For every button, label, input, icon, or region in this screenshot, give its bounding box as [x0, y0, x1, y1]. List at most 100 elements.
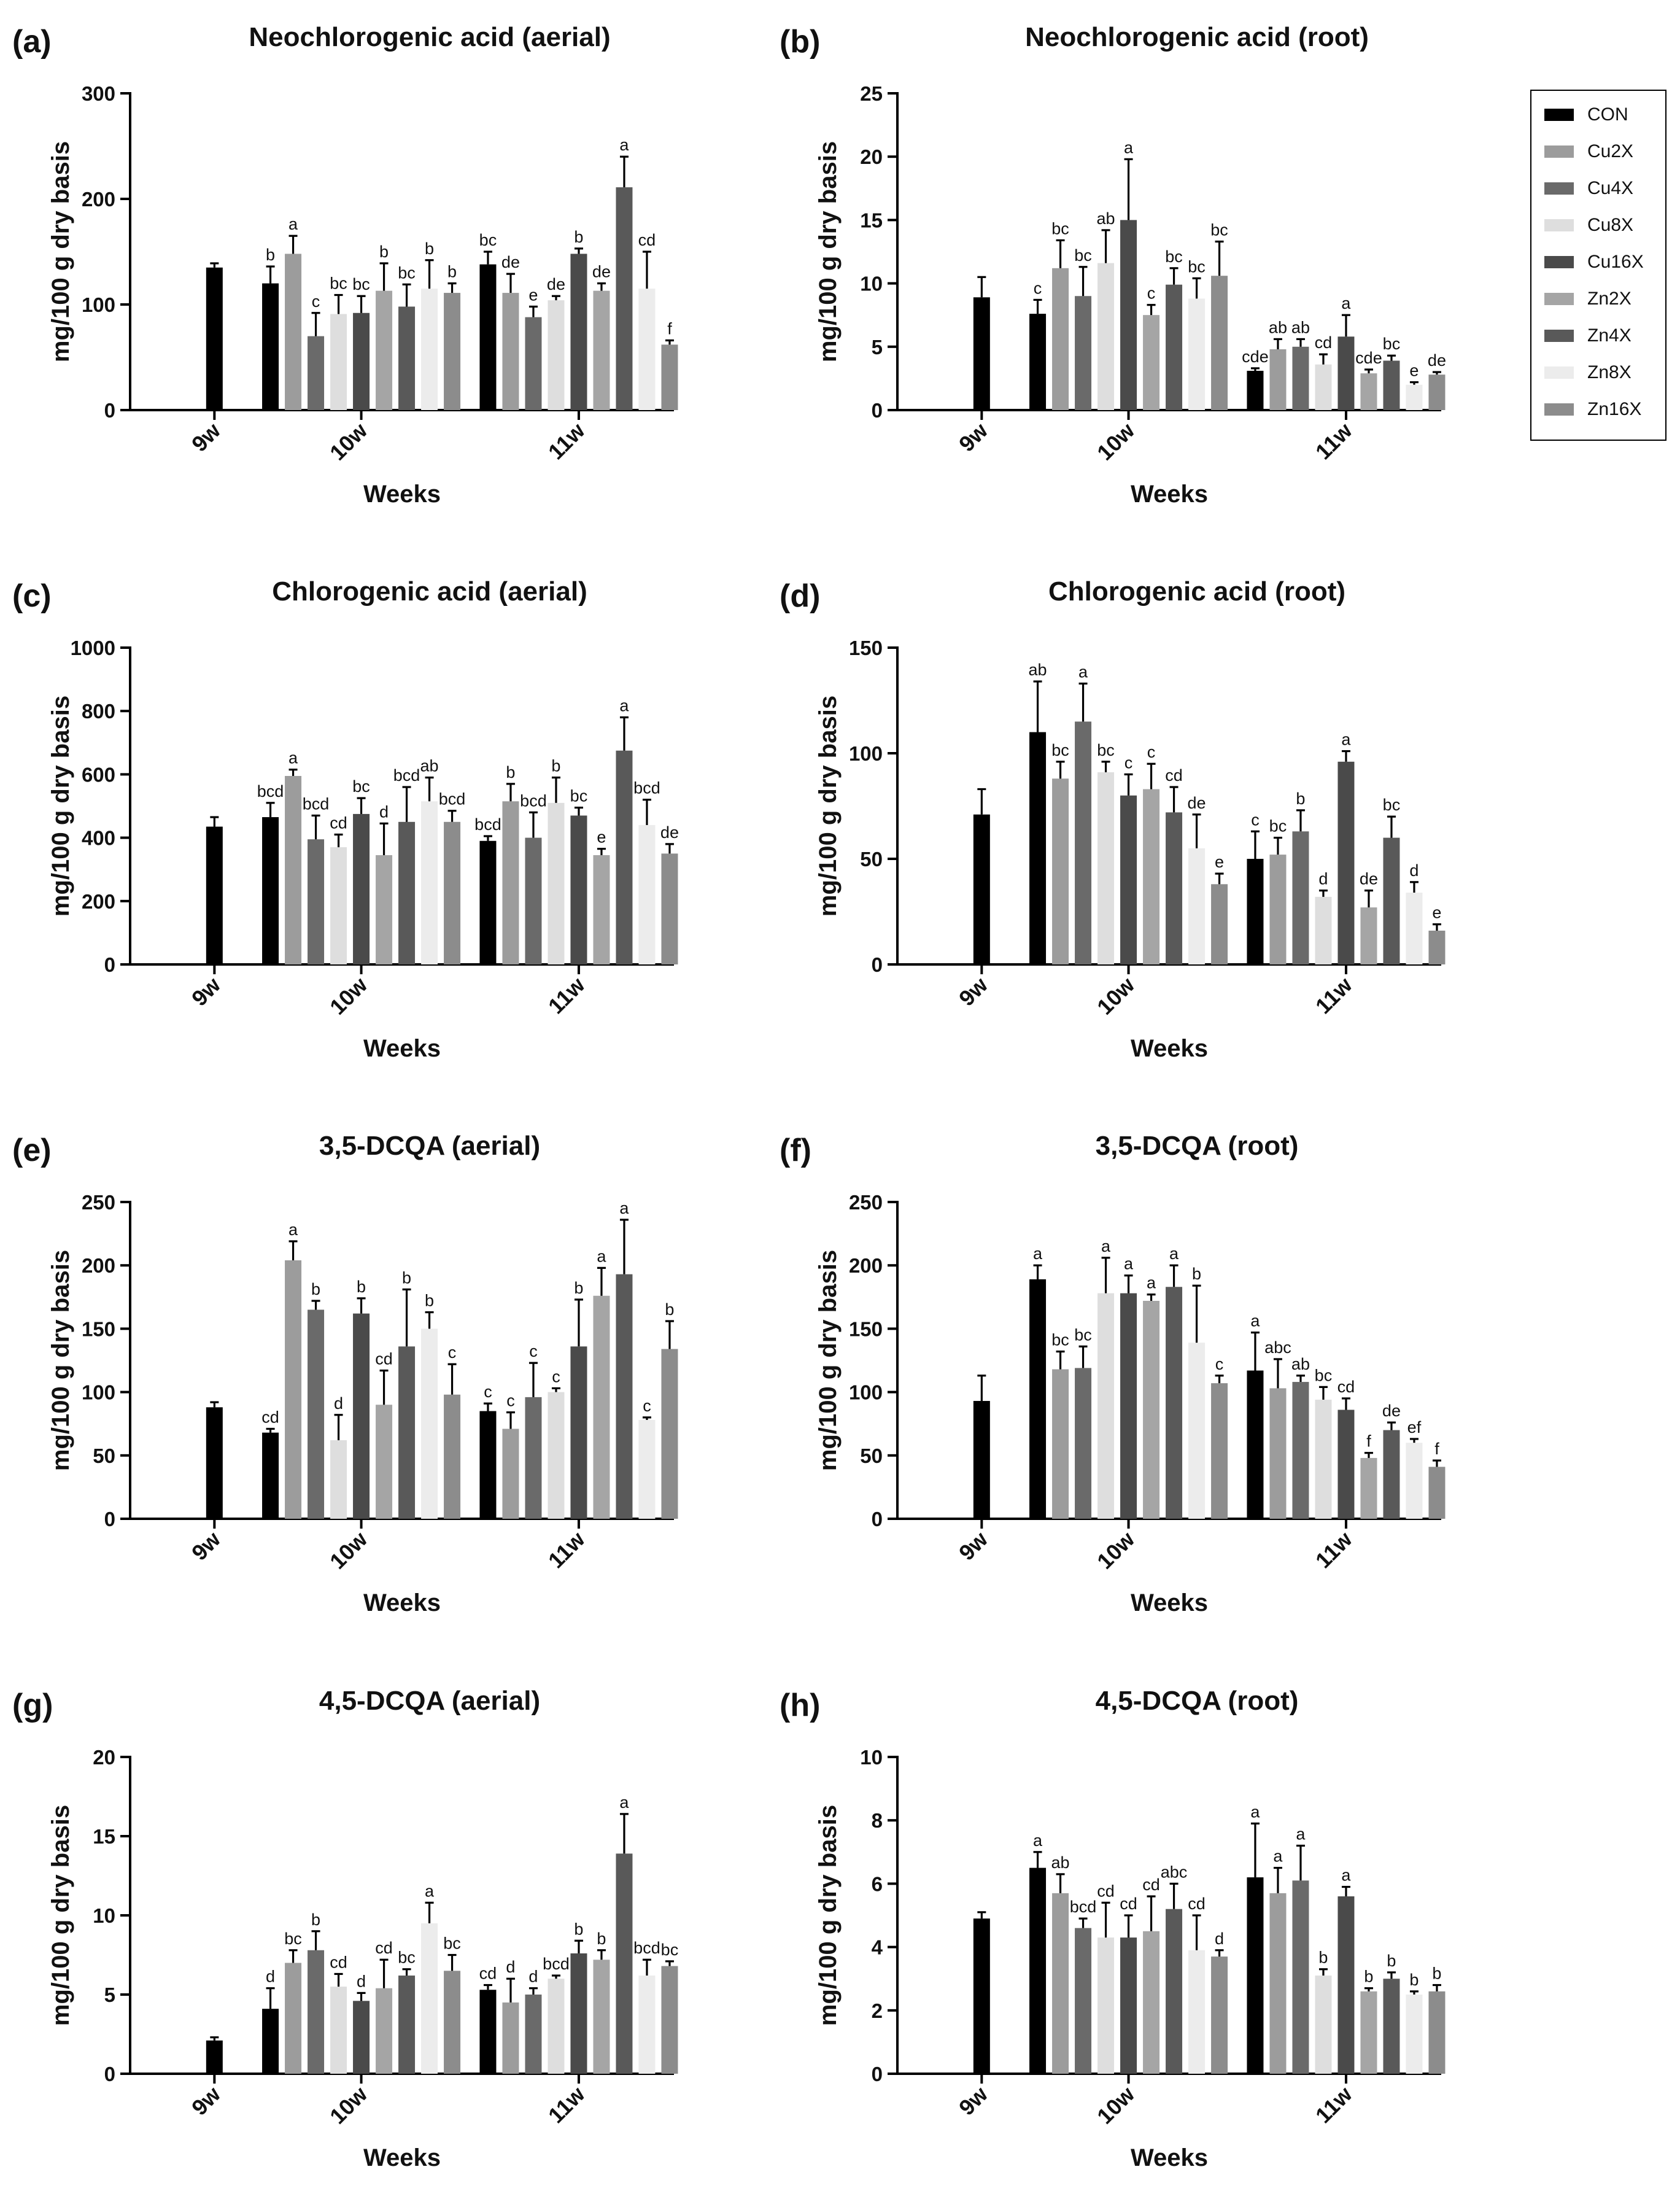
bar-cu2x [285, 1260, 302, 1519]
significance-label: bc [1188, 257, 1206, 276]
bar-cu2x [502, 2002, 519, 2074]
y-tick-label: 0 [872, 2063, 883, 2085]
significance-label: a [1273, 1847, 1283, 1866]
x-tick-label: 10w [1092, 417, 1140, 465]
panel-letter: (b) [780, 24, 820, 60]
significance-label: cd [261, 1408, 279, 1426]
significance-label: cd [330, 813, 347, 832]
bar-cu16x [353, 2001, 370, 2074]
significance-label: b [665, 1300, 674, 1319]
bar-cu2x [1269, 349, 1287, 410]
bar-con [973, 297, 990, 410]
x-tick-label: 11w [1310, 1526, 1357, 1573]
significance-label: bc [1210, 220, 1228, 239]
bar-zn4x [616, 1274, 633, 1519]
bar-zn4x [1166, 812, 1183, 964]
x-tick-label: 9w [187, 972, 226, 1011]
bar-con [973, 1401, 990, 1519]
significance-label: d [1215, 1929, 1224, 1948]
bar-cu8x [1315, 896, 1332, 964]
chart-title: 4,5-DCQA (aerial) [319, 1686, 540, 1716]
y-axis-title: mg/100 g dry basis [815, 1250, 842, 1471]
significance-label: cde [1355, 349, 1382, 367]
significance-label: cd [1165, 766, 1183, 785]
bar-cu8x [1097, 263, 1115, 410]
bar-cu8x [330, 314, 347, 410]
bar-cu16x [570, 1953, 587, 2074]
significance-label: bc [398, 1949, 416, 1967]
significance-label: bc [1383, 796, 1401, 814]
significance-label: c [1125, 753, 1133, 772]
legend-label: Cu8X [1587, 215, 1633, 235]
x-axis-title: Weeks [363, 2144, 441, 2171]
bar-con [262, 817, 279, 964]
legend-item-zn8x: Zn8X [1544, 362, 1632, 382]
significance-label: bc [398, 263, 416, 282]
bar-cu4x [525, 1995, 542, 2074]
significance-label: a [1250, 1802, 1260, 1821]
significance-label: a [1078, 662, 1088, 681]
significance-label: b [266, 246, 275, 264]
legend-swatch [1544, 293, 1574, 305]
significance-label: f [1434, 1440, 1439, 1458]
significance-label: bc [443, 1934, 461, 1953]
significance-label: f [667, 319, 672, 338]
legend-label: Zn8X [1587, 362, 1632, 382]
significance-label: cd [1120, 1894, 1137, 1913]
bar-cu2x [285, 1963, 302, 2074]
significance-label: d [266, 1968, 275, 1986]
y-tick-label: 100 [82, 293, 115, 316]
bar-cu2x [502, 293, 519, 410]
y-axis-title: mg/100 g dry basis [47, 696, 74, 917]
bar-con [1247, 859, 1264, 964]
significance-label: a [1033, 1244, 1043, 1263]
bar-con [1029, 1867, 1047, 2074]
significance-label: e [597, 828, 606, 847]
significance-label: de [501, 253, 520, 271]
significance-label: d [528, 1968, 538, 1986]
bar-zn4x [1383, 360, 1400, 410]
significance-label: b [1432, 1964, 1441, 1983]
significance-label: bc [1165, 247, 1183, 266]
bar-cu2x [1269, 1388, 1287, 1519]
significance-label: cd [1188, 1894, 1206, 1913]
significance-label: bc [570, 787, 588, 805]
chart-panel-f: (f) 3,5-DCQA (root) mg/100 g dry basis 0 50 1… [780, 1131, 1446, 1616]
significance-label: bcd [633, 779, 660, 797]
significance-label: b [574, 1279, 583, 1297]
bar-cu8x [1097, 1293, 1115, 1519]
y-tick-label: 200 [82, 890, 115, 913]
significance-label: c [1147, 284, 1156, 303]
bar-con [1029, 314, 1047, 410]
significance-label: a [288, 1220, 298, 1239]
significance-label: cde [1242, 347, 1269, 366]
bar-group-9w: 9w [954, 788, 993, 1011]
bar-cu2x [1052, 1893, 1069, 2074]
legend-label: Cu2X [1587, 141, 1633, 161]
bar-cu16x [1120, 1293, 1137, 1519]
bar-cu8x [330, 847, 347, 964]
significance-label: ab [1097, 209, 1115, 228]
significance-label: b [1409, 1971, 1419, 1989]
bar-zn16x [444, 821, 461, 964]
significance-label: de [660, 823, 679, 842]
bar-zn4x [1383, 1979, 1400, 2074]
legend-item-zn4x: Zn4X [1544, 325, 1632, 346]
bar-group-9w: 9w [187, 262, 226, 457]
bar-cu8x [330, 1440, 347, 1519]
chart-panel-d: (d) Chlorogenic acid (root) mg/100 g dry b… [780, 576, 1446, 1062]
x-axis-title: Weeks [363, 481, 441, 508]
y-tick-label: 8 [872, 1809, 883, 1832]
bar-zn4x [398, 821, 416, 964]
significance-label: cd [1315, 333, 1333, 352]
significance-label: d [357, 1972, 366, 1990]
x-tick-label: 9w [187, 2081, 226, 2120]
significance-label: a [1124, 138, 1134, 157]
significance-label: a [1341, 731, 1351, 749]
bar-con [206, 1407, 223, 1519]
